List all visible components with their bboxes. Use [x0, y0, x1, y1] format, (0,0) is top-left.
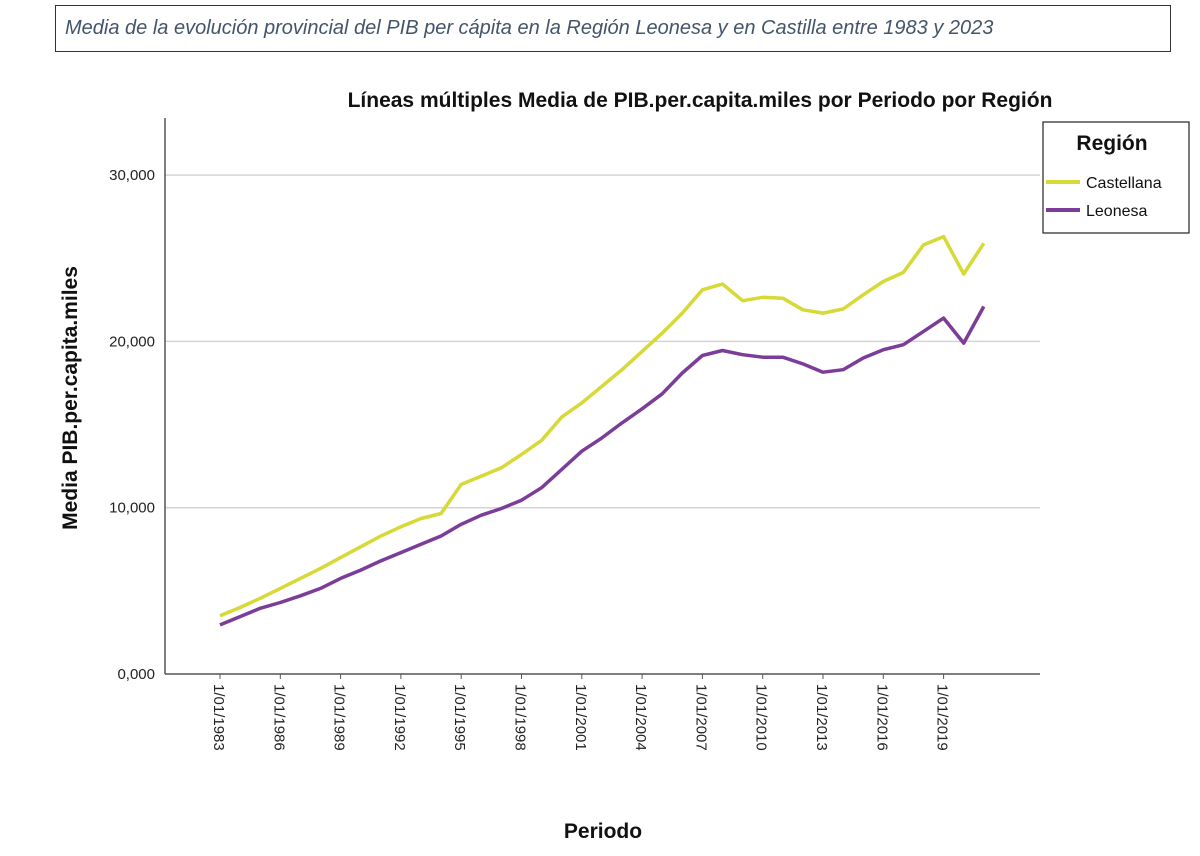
x-tick-label: 1/01/2001: [572, 684, 589, 751]
x-tick-label: 1/01/2016: [873, 684, 890, 751]
x-tick-label: 1/01/1989: [331, 684, 348, 751]
x-tick-label: 1/01/1983: [210, 684, 227, 751]
series-line-castellana: [219, 234, 986, 618]
y-tick-label: 20,000: [109, 333, 155, 350]
legend-label-castellana: Castellana: [1086, 175, 1162, 192]
y-axis-title: Media PIB.per.capita.miles: [59, 266, 82, 530]
x-axis-ticks: 1/01/1983 1/01/1986 1/01/1989 1/01/1992 1/01…: [210, 674, 951, 751]
y-axis-ticks: 0,000 10,000 20,000 30,000: [109, 167, 155, 683]
legend-label-leonesa: Leonesa: [1086, 203, 1147, 220]
gridlines: [165, 174, 1040, 509]
x-tick-label: 1/01/1995: [451, 684, 468, 751]
x-tick-label: 1/01/2004: [632, 684, 649, 751]
figure-caption: Media de la evolución provincial del PIB…: [55, 5, 1171, 52]
y-tick-label: 0,000: [117, 666, 155, 683]
x-axis-title: Periodo: [564, 820, 642, 843]
legend-title: Región: [1076, 132, 1147, 155]
legend: Región Castellana Leonesa: [1042, 121, 1190, 234]
x-tick-label: 1/01/2013: [813, 684, 830, 751]
series-line-leonesa: [219, 305, 986, 627]
x-tick-label: 1/01/1992: [391, 684, 408, 751]
chart-title: Líneas múltiples Media de PIB.per.capita…: [348, 89, 1053, 112]
x-tick-label: 1/01/1986: [270, 684, 287, 751]
x-tick-label: 1/01/2019: [934, 684, 951, 751]
series-lines: [219, 234, 986, 627]
x-tick-label: 1/01/2007: [692, 684, 709, 751]
y-tick-label: 10,000: [109, 500, 155, 517]
x-tick-label: 1/01/1998: [512, 684, 529, 751]
x-tick-label: 1/01/2010: [753, 684, 770, 751]
y-tick-label: 30,000: [109, 167, 155, 184]
